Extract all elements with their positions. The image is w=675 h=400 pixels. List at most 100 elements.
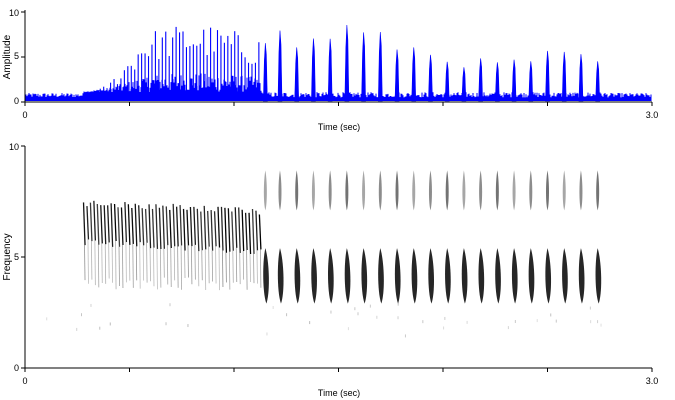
spectrogram-trill-stroke	[124, 202, 128, 243]
spectrogram-trill-stroke	[251, 208, 255, 254]
spectrogram-trill-tail	[139, 242, 141, 289]
spectrogram-pulse-harmonic	[512, 170, 516, 211]
waveform-pulse	[411, 47, 417, 102]
spectrogram-trill-stroke	[175, 206, 179, 247]
spectrogram-trill-stroke	[172, 203, 176, 247]
spectrogram-trill-tail	[256, 250, 258, 284]
spectrogram-trill-stroke	[127, 204, 131, 245]
spectrogram-pulse-harmonic	[328, 170, 332, 211]
waveform-pulse	[377, 32, 383, 102]
spectrogram-trill-tail	[232, 250, 234, 283]
spectrogram-pulse-harmonic	[295, 170, 299, 211]
spectrogram-pulse-fundamental	[495, 248, 501, 304]
spectrogram-pulse-fundamental	[545, 248, 552, 304]
spectrogram-trill-tail	[132, 243, 134, 288]
spectrogram-pulse-harmonic	[362, 170, 366, 211]
spectrogram-trill-tail	[197, 251, 200, 287]
spectrogram-trill-tail	[180, 245, 182, 290]
spectrogram-trill-stroke	[162, 205, 165, 249]
spectrogram-pulse-harmonic	[428, 170, 432, 211]
spectrogram-trill-tail	[128, 244, 131, 281]
spectrogram-pulse-fundamental	[461, 248, 468, 304]
waveform-pulse	[327, 38, 333, 102]
spectrogram-trill-tail	[101, 243, 103, 284]
waveform-pulse	[595, 61, 600, 102]
spectrogram-trill-stroke	[200, 211, 203, 251]
spectrogram-trill-tail	[108, 242, 110, 279]
waveform-y-tick-label-0: 0	[14, 96, 19, 106]
spectrogram-pulse-harmonic	[596, 170, 600, 211]
waveform-pulse	[444, 61, 450, 102]
spectrogram-trill-stroke	[179, 205, 183, 246]
spectrogram-pulse-fundamental	[411, 248, 418, 304]
spectrogram-trill-stroke	[227, 208, 231, 252]
spectrogram-trill-stroke	[217, 206, 221, 248]
waveform-pulse	[495, 62, 500, 102]
spectrogram-y-tick-label-0: 0	[14, 363, 19, 373]
waveform-pulse	[428, 54, 433, 102]
waveform-pulse	[561, 51, 567, 102]
spectrogram-trill-tail	[187, 245, 189, 278]
spectrogram-trill-tail	[153, 247, 155, 287]
spectrogram-trill-tail	[104, 244, 107, 284]
spectrogram-trill-tail	[118, 246, 120, 287]
spectrogram-trill-stroke	[158, 207, 162, 250]
spectrogram-pulse-fundamental	[311, 248, 317, 304]
spectrogram-y-axis-label: Frequency	[2, 233, 13, 280]
spectrogram-trill-tail	[215, 246, 217, 284]
spectrogram-trill-stroke	[238, 207, 241, 253]
spectrogram-pulse-fundamental	[562, 248, 568, 304]
waveform-noise-floor	[25, 73, 652, 101]
spectrogram-x-ticks	[24, 368, 653, 372]
waveform-pulse	[394, 49, 400, 102]
spectrogram-trill-tail	[97, 244, 100, 288]
spectrogram-trill-tail	[91, 241, 93, 280]
spectrogram-trill-tail	[122, 245, 124, 289]
spectrogram-trill-tail	[235, 247, 238, 283]
spectrogram-pulse-fundamental	[394, 248, 401, 304]
spectrogram-trill-tail	[111, 246, 114, 283]
spectrogram-pulse-fundamental	[328, 248, 334, 304]
spectrogram-trill-stroke	[89, 202, 93, 242]
spectrogram-trill-tail	[194, 244, 196, 280]
waveform-pulse	[294, 47, 300, 102]
spectrogram-trill-tail	[249, 253, 251, 282]
waveform-y-tick-label-10: 10	[9, 8, 19, 18]
waveform-pulse	[263, 43, 268, 102]
spectrogram-trill-tail	[242, 251, 245, 280]
spectrogram-trill-stroke	[220, 206, 224, 251]
spectrogram-trill-tail	[201, 250, 203, 281]
spectrogram-trill-tail	[208, 246, 210, 284]
spectrogram-pulse-harmonic	[546, 170, 549, 211]
spectrogram-trill-stroke	[144, 208, 148, 243]
spectrogram-trill-tail	[184, 250, 186, 279]
spectrogram-trill-stroke	[131, 208, 134, 244]
spectrogram-y-ticks	[21, 145, 25, 369]
waveform-y-ticks	[21, 11, 25, 103]
spectrogram-y-tick-label-10: 10	[9, 142, 19, 152]
spectrogram-trill-stroke	[193, 206, 197, 245]
spectrogram-pulse-harmonic	[479, 170, 483, 211]
spectrogram-pulse-harmonic	[529, 170, 533, 211]
spectrogram-panel: 0 3.0 0 5 10 Time (sec) Frequency	[2, 142, 658, 398]
spectrogram-trill-stroke	[148, 204, 152, 249]
spectrogram-trill-stroke	[248, 212, 252, 254]
waveform-pulse	[461, 67, 467, 102]
spectrogram-trill-stroke	[110, 203, 114, 247]
spectrogram-pulse-fundamental	[478, 248, 485, 304]
spectrogram-trill-stroke	[86, 206, 90, 240]
spectrogram-pulse-fundamental	[595, 248, 602, 304]
spectrogram-trill-tail	[218, 247, 220, 291]
spectrogram-pulse-fundamental	[344, 248, 351, 304]
spectrogram-trill-stroke	[255, 210, 259, 251]
spectrogram-pulse-harmonic	[562, 170, 566, 211]
spectrogram-trill-stroke	[196, 208, 200, 252]
spectrogram-trill-stroke	[182, 208, 186, 251]
spectrogram-pulse-fundamental	[294, 248, 301, 304]
spectrogram-pulse-harmonic	[278, 170, 282, 211]
spectrogram-trill-stroke	[189, 206, 193, 247]
spectrogram-trill-stroke	[117, 207, 121, 247]
spectrogram-trill-stroke	[244, 212, 248, 250]
waveform-y-tick-label-5: 5	[14, 51, 19, 61]
spectrogram-trill-stroke	[258, 214, 262, 250]
